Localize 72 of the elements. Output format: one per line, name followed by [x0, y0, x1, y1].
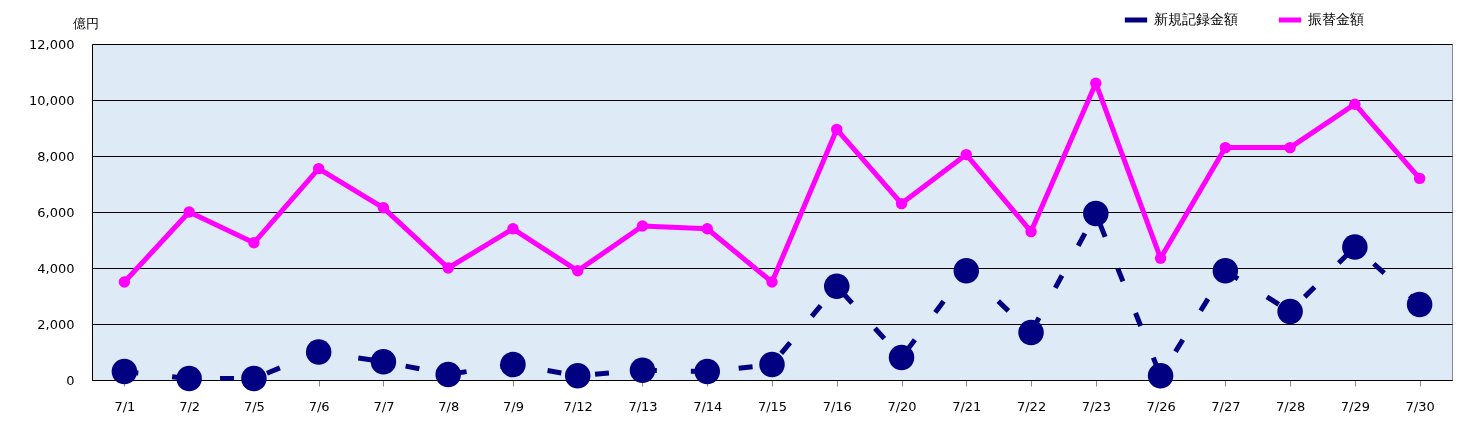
- point: [1090, 77, 1102, 89]
- x-tick-label: 7/20: [887, 398, 917, 414]
- x-tick-label: 7/29: [1340, 398, 1370, 414]
- point: [759, 351, 785, 378]
- point: [629, 357, 656, 383]
- point: [1406, 291, 1433, 318]
- point: [953, 258, 980, 284]
- y-tick-label: 12,000: [29, 36, 75, 52]
- y-tick-label: 2,000: [37, 316, 75, 332]
- x-tick-label: 7/12: [563, 398, 593, 414]
- point: [701, 223, 713, 235]
- x-tick-label: 7/9: [502, 398, 524, 414]
- point: [183, 206, 195, 218]
- x-tick-label: 7/8: [438, 398, 460, 414]
- y-axis-title: 億円: [72, 15, 99, 31]
- point: [500, 351, 526, 378]
- point: [824, 273, 850, 299]
- x-tick-label: 7/21: [952, 398, 982, 414]
- x-tick-label: 7/5: [243, 398, 265, 414]
- point: [1342, 234, 1368, 260]
- point: [370, 349, 397, 375]
- point: [435, 361, 461, 388]
- point: [766, 276, 778, 288]
- point: [1277, 298, 1303, 325]
- x-tick-label: 7/15: [757, 398, 788, 414]
- x-tick-label: 7/30: [1405, 398, 1435, 414]
- point: [248, 237, 260, 249]
- point: [831, 123, 843, 136]
- point: [1083, 200, 1109, 227]
- legend-label: 新規記録金額: [1154, 11, 1238, 27]
- point: [564, 363, 591, 389]
- x-tick-label: 7/23: [1081, 398, 1111, 414]
- legend-label: 振替金額: [1308, 11, 1364, 27]
- point: [1147, 363, 1174, 389]
- point: [888, 344, 915, 371]
- point: [572, 265, 584, 277]
- point: [241, 365, 267, 392]
- x-tick-label: 7/6: [308, 398, 330, 414]
- x-tick-label: 7/13: [628, 398, 658, 414]
- point: [111, 358, 138, 385]
- point: [694, 358, 720, 385]
- point: [176, 365, 202, 392]
- point: [118, 276, 131, 288]
- point: [305, 339, 332, 365]
- point: [312, 162, 325, 175]
- point: [507, 223, 519, 235]
- point: [377, 202, 390, 214]
- y-tick-label: 10,000: [29, 92, 75, 108]
- point: [960, 148, 972, 161]
- y-tick-label: 0: [66, 372, 75, 388]
- x-tick-label: 7/16: [822, 398, 852, 414]
- x-tick-label: 7/1: [114, 398, 136, 414]
- point: [1284, 141, 1296, 154]
- y-tick-label: 6,000: [37, 204, 75, 220]
- point: [895, 197, 908, 210]
- x-tick-label: 7/14: [693, 398, 723, 414]
- x-tick-label: 7/26: [1146, 398, 1176, 414]
- y-tick-label: 8,000: [37, 148, 75, 164]
- point: [1413, 172, 1426, 185]
- point: [1212, 258, 1239, 284]
- x-tick-label: 7/2: [179, 398, 201, 414]
- x-tick-label: 7/28: [1275, 398, 1306, 414]
- point: [1018, 319, 1044, 346]
- point: [1219, 141, 1232, 154]
- x-tick-label: 7/27: [1211, 398, 1241, 414]
- point: [442, 262, 454, 274]
- x-tick-label: 7/7: [373, 398, 395, 414]
- point: [1025, 225, 1037, 238]
- x-tick-label: 7/22: [1016, 398, 1047, 414]
- y-tick-label: 4,000: [37, 260, 75, 276]
- point: [636, 220, 649, 232]
- point: [1349, 98, 1361, 110]
